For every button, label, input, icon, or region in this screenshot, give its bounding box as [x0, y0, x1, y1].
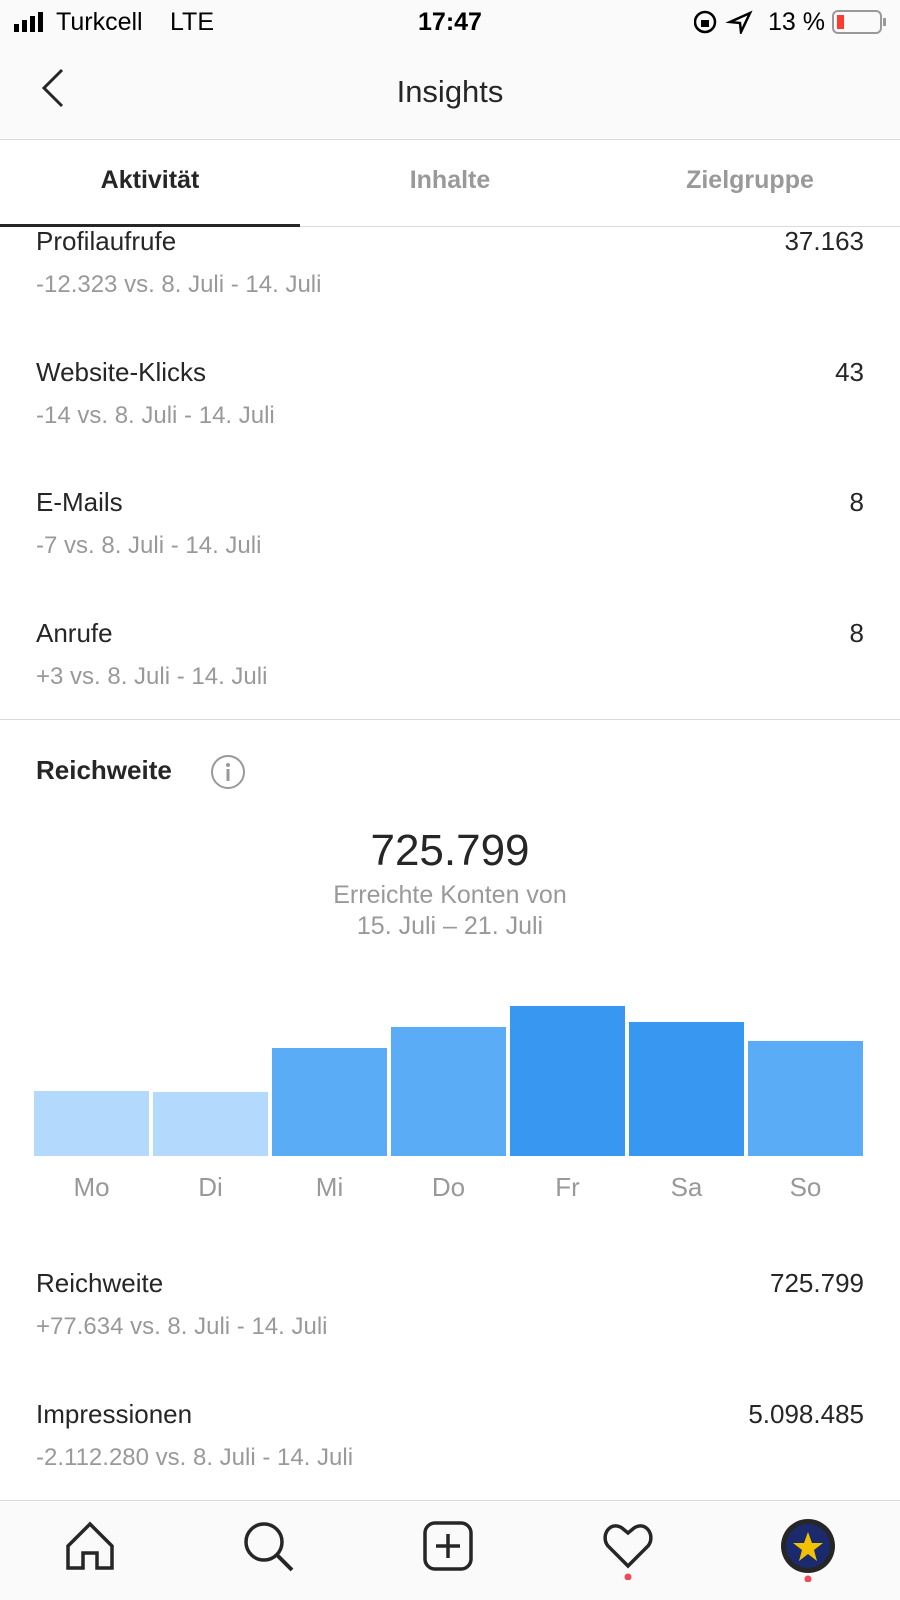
divider — [0, 139, 900, 140]
divider — [0, 1500, 900, 1501]
caption: Erreichte Konten von — [333, 881, 567, 909]
metric-comparison: -2.112.280 vs. 8. Juli - 14. Juli — [36, 1443, 354, 1471]
bar — [510, 1006, 625, 1156]
status-icons — [694, 10, 753, 34]
metric-value: 725.799 — [770, 1268, 864, 1298]
metric-label: Reichweite — [36, 1268, 164, 1298]
tab[interactable]: Aktivität — [100, 166, 200, 194]
metric-comparison: -7 vs. 8. Juli - 14. Juli — [36, 532, 262, 559]
day-label: Fr — [555, 1172, 580, 1202]
battery-icon — [832, 10, 886, 34]
home-button[interactable] — [64, 1520, 116, 1572]
metric-label: Profilaufrufe — [36, 226, 177, 256]
activity-button[interactable] — [602, 1520, 654, 1580]
tab-indicator — [0, 224, 300, 227]
divider — [300, 226, 900, 227]
carrier: Turkcell — [56, 8, 143, 36]
search-button[interactable] — [242, 1520, 294, 1572]
day-label: Sa — [670, 1172, 703, 1202]
battery-level: 13 % — [768, 8, 825, 36]
metric-value: 8 — [849, 617, 864, 648]
signal-icon — [14, 12, 43, 32]
divider — [0, 719, 900, 720]
bar — [34, 1090, 149, 1156]
metric-comparison: +77.634 vs. 8. Juli - 14. Juli — [36, 1313, 328, 1340]
metric-label: E-Mails — [36, 487, 123, 517]
bar — [748, 1040, 863, 1156]
bar — [629, 1022, 744, 1156]
metric-value: 37.163 — [784, 226, 864, 256]
back-button[interactable] — [38, 66, 68, 110]
metric-value: 8 — [849, 487, 864, 517]
metric-comparison: -12.323 vs. 8. Juli - 14. Juli — [36, 271, 322, 298]
reach-total: 725.799 — [370, 826, 530, 875]
day-label: Do — [431, 1172, 466, 1202]
metric-value: 5.098.485 — [748, 1398, 864, 1429]
profile-button[interactable] — [780, 1518, 836, 1582]
tab[interactable]: Zielgruppe — [686, 166, 814, 194]
caption: 15. Juli – 21. Juli — [356, 912, 544, 940]
bar — [153, 1091, 268, 1156]
bottom-nav — [0, 1501, 900, 1600]
metric-value: 43 — [835, 356, 864, 387]
bar — [391, 1027, 506, 1156]
page-title: Insights — [396, 74, 504, 109]
network: LTE — [170, 8, 214, 36]
metric-label: Impressionen — [36, 1398, 193, 1429]
metric-label: Anrufe — [36, 617, 113, 648]
day-label: So — [789, 1172, 822, 1202]
create-button[interactable] — [422, 1520, 474, 1572]
metric-comparison: +3 vs. 8. Juli - 14. Juli — [36, 662, 268, 690]
day-label: Di — [198, 1172, 223, 1202]
section-title: Reichweite — [36, 755, 172, 785]
metric-comparison: -14 vs. 8. Juli - 14. Juli — [36, 401, 275, 429]
top-bar — [0, 0, 900, 140]
bar — [272, 1047, 387, 1156]
clock: 17:47 — [418, 8, 482, 36]
tab[interactable]: Inhalte — [409, 166, 491, 194]
day-label: Mi — [315, 1172, 344, 1202]
metric-label: Website-Klicks — [36, 356, 207, 387]
day-label: Mo — [73, 1172, 110, 1202]
info-button[interactable] — [210, 754, 246, 790]
